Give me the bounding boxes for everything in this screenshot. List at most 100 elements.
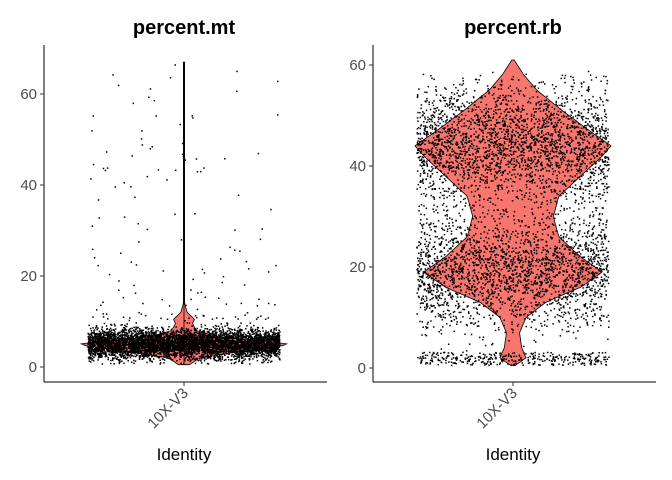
data-point xyxy=(172,346,174,348)
data-point xyxy=(147,333,150,335)
data-point xyxy=(111,349,113,351)
data-point xyxy=(267,354,270,356)
data-point xyxy=(271,342,273,344)
data-point xyxy=(222,345,224,348)
data-point xyxy=(87,336,89,338)
data-point xyxy=(157,336,159,338)
data-point xyxy=(276,339,279,341)
data-point xyxy=(209,342,212,345)
data-point xyxy=(184,342,186,344)
data-point xyxy=(203,342,205,344)
data-point xyxy=(215,329,217,331)
data-point xyxy=(266,351,269,354)
data-point xyxy=(143,354,146,356)
data-point xyxy=(231,337,234,340)
data-point xyxy=(138,352,141,354)
data-point xyxy=(238,353,240,355)
data-point xyxy=(210,338,212,341)
data-point xyxy=(213,342,215,345)
data-point xyxy=(250,356,252,358)
data-point xyxy=(142,333,145,335)
data-point xyxy=(204,345,206,347)
data-point xyxy=(265,358,268,361)
data-point xyxy=(231,349,233,351)
data-point xyxy=(262,338,264,341)
data-point xyxy=(107,333,109,335)
data-point xyxy=(90,334,92,336)
data-point xyxy=(99,334,101,337)
data-point xyxy=(274,354,276,357)
data-point xyxy=(104,343,107,345)
data-point xyxy=(192,343,194,345)
data-point xyxy=(114,333,117,335)
data-point xyxy=(138,355,140,357)
data-point xyxy=(213,343,215,346)
data-point xyxy=(125,331,128,334)
data-point xyxy=(144,348,146,351)
data-point xyxy=(102,352,104,354)
data-point xyxy=(169,357,171,360)
data-point xyxy=(270,348,272,350)
data-point xyxy=(239,332,242,334)
data-point xyxy=(205,344,207,347)
data-point xyxy=(150,329,153,332)
data-point xyxy=(167,335,170,337)
data-point xyxy=(254,346,256,348)
data-point xyxy=(234,351,236,354)
data-point xyxy=(88,341,91,344)
data-point xyxy=(93,336,96,338)
data-point xyxy=(160,353,162,355)
data-point xyxy=(180,330,183,333)
data-point xyxy=(206,355,208,358)
data-point xyxy=(160,334,163,336)
data-point xyxy=(203,330,205,332)
data-point xyxy=(153,353,155,355)
data-point xyxy=(122,331,125,333)
data-point xyxy=(213,352,216,354)
data-point xyxy=(228,333,230,335)
data-point xyxy=(268,339,271,341)
data-point xyxy=(90,342,93,344)
data-point xyxy=(210,352,213,354)
data-point xyxy=(168,337,170,340)
data-point xyxy=(156,348,158,350)
data-point xyxy=(97,339,99,342)
data-point xyxy=(97,327,99,329)
data-point xyxy=(107,341,109,344)
data-point xyxy=(193,340,195,343)
data-point xyxy=(258,347,260,350)
data-point xyxy=(140,350,143,352)
data-point xyxy=(188,358,191,360)
data-point xyxy=(268,335,270,337)
data-point xyxy=(179,331,182,334)
data-point xyxy=(133,339,135,342)
data-point xyxy=(99,345,102,347)
data-point xyxy=(88,352,91,355)
data-point xyxy=(151,325,153,327)
data-point xyxy=(253,341,255,344)
data-point xyxy=(201,331,203,333)
data-point xyxy=(232,347,234,349)
data-point xyxy=(112,341,114,344)
data-point xyxy=(214,335,216,337)
data-point xyxy=(184,348,186,351)
data-point xyxy=(124,332,126,334)
data-point xyxy=(100,349,102,352)
data-point xyxy=(193,349,196,351)
data-point xyxy=(134,352,136,355)
data-point xyxy=(202,355,204,357)
data-point xyxy=(206,331,208,333)
data-point xyxy=(139,355,142,357)
data-point xyxy=(254,342,257,344)
data-point xyxy=(135,344,137,346)
data-point xyxy=(166,349,168,352)
data-point xyxy=(102,341,105,344)
data-point xyxy=(120,349,122,351)
data-point xyxy=(119,344,122,346)
data-point xyxy=(133,350,135,352)
data-point xyxy=(179,358,181,361)
data-point xyxy=(94,335,97,338)
data-point xyxy=(196,327,198,330)
data-point xyxy=(117,349,120,352)
data-point xyxy=(161,343,163,346)
